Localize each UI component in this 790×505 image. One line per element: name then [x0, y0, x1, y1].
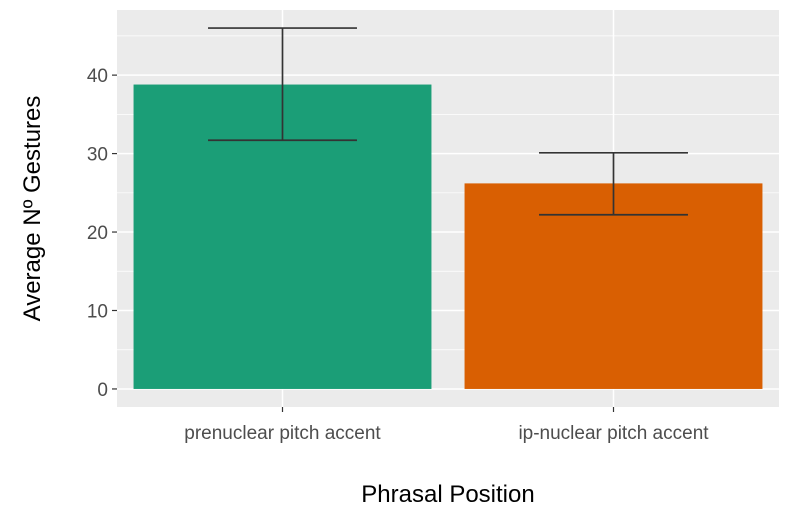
- y-tick-label: 20: [87, 223, 108, 244]
- error-bar: [539, 151, 688, 216]
- error-bar: [208, 27, 357, 142]
- error-bars: [208, 27, 688, 216]
- y-axis: 0 10 20 30 40: [87, 66, 117, 401]
- y-tick-label: 10: [87, 301, 108, 322]
- y-tick-label: 30: [87, 145, 108, 166]
- x-axis-title: Phrasal Position: [361, 481, 534, 505]
- bar: [464, 183, 763, 389]
- y-tick-label: 0: [97, 380, 108, 401]
- x-tick-label: prenuclear pitch accent: [184, 423, 381, 444]
- x-tick-label: ip-nuclear pitch accent: [518, 423, 709, 444]
- y-tick-label: 40: [87, 66, 108, 87]
- y-axis-title: Average Nº Gestures: [19, 96, 46, 322]
- x-axis: prenuclear pitch accent ip-nuclear pitch …: [184, 407, 709, 444]
